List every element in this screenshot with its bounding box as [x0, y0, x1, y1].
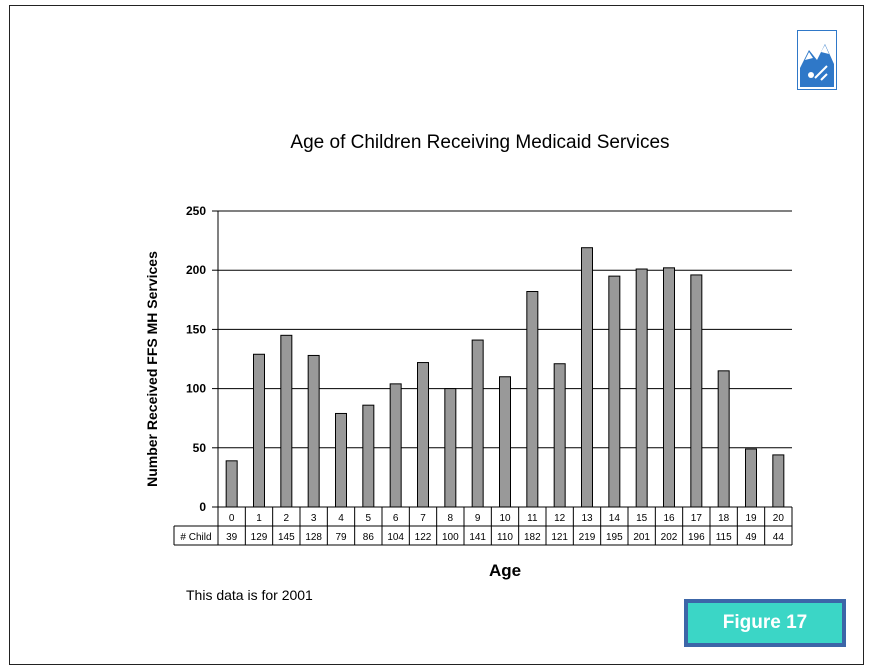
y-tick-label: 200 — [186, 263, 206, 277]
bar — [389, 383, 402, 508]
data-label: 39 — [226, 532, 238, 543]
x-tick-label: 19 — [745, 513, 757, 524]
chart-title: Age of Children Receiving Medicaid Servi… — [290, 132, 670, 153]
x-tick-label: 3 — [311, 513, 317, 524]
data-label: 100 — [442, 532, 459, 543]
x-tick-label: 17 — [691, 513, 703, 524]
data-label: 110 — [497, 532, 513, 543]
data-label: 104 — [387, 532, 404, 543]
x-axis-title: Age — [489, 561, 521, 580]
x-tick-label: 13 — [581, 513, 593, 524]
x-tick-label: 11 — [527, 513, 538, 524]
x-tick-label: 2 — [284, 513, 290, 524]
x-tick-label: 6 — [393, 513, 399, 524]
y-tick-label: 250 — [186, 204, 206, 218]
bar — [225, 460, 238, 508]
data-label: 122 — [415, 532, 432, 543]
bar — [362, 404, 375, 508]
x-tick-label: 9 — [475, 513, 481, 524]
x-tick-label: 5 — [366, 513, 372, 524]
data-label: 145 — [278, 532, 295, 543]
data-label: 196 — [688, 532, 705, 543]
data-label: 115 — [716, 532, 732, 543]
figure-label-badge: Figure 17 — [684, 599, 846, 647]
x-tick-label: 4 — [338, 513, 344, 524]
data-label: 44 — [773, 532, 785, 543]
y-tick-label: 150 — [186, 322, 206, 336]
slide-frame — [9, 5, 864, 665]
data-label: 79 — [335, 532, 347, 543]
bar — [581, 247, 593, 508]
bar — [608, 275, 621, 508]
bar — [717, 370, 730, 508]
data-label: 201 — [633, 532, 650, 543]
data-label: 49 — [745, 532, 757, 543]
y-tick-label: 50 — [193, 441, 207, 455]
data-label: 141 — [469, 532, 486, 543]
data-label: 202 — [661, 532, 678, 543]
bar — [772, 454, 785, 508]
bar — [663, 267, 675, 508]
bar — [253, 353, 265, 508]
y-tick-label: 100 — [186, 382, 206, 396]
bar — [553, 363, 566, 508]
bar — [280, 334, 293, 508]
x-tick-label: 10 — [499, 513, 511, 524]
data-label: 195 — [606, 532, 623, 543]
x-tick-label: 18 — [718, 513, 730, 524]
x-tick-label: 7 — [420, 513, 426, 524]
y-axis-title: Number Received FFS MH Services — [144, 251, 160, 487]
x-tick-label: 15 — [636, 513, 648, 524]
bar — [745, 448, 757, 508]
data-label: 86 — [363, 532, 375, 543]
data-label: 182 — [524, 532, 541, 543]
x-tick-label: 14 — [609, 513, 621, 524]
x-tick-label: 0 — [229, 513, 235, 524]
x-tick-label: 1 — [256, 513, 262, 524]
x-tick-label: 12 — [554, 513, 566, 524]
bar — [471, 339, 484, 508]
bar — [417, 362, 429, 508]
bar — [335, 412, 347, 508]
x-tick-label: 8 — [448, 513, 454, 524]
data-label: 219 — [579, 532, 596, 543]
x-tick-label: 20 — [773, 513, 785, 524]
bar — [444, 388, 457, 508]
data-year-note: This data is for 2001 — [186, 587, 313, 603]
table-row-label: # Child — [180, 532, 211, 543]
bar — [690, 274, 703, 508]
y-tick-label: 0 — [199, 500, 206, 514]
mountain-logo-icon — [797, 30, 837, 90]
bar — [526, 291, 539, 508]
bar — [635, 268, 648, 508]
data-label: 128 — [305, 532, 322, 543]
bar — [499, 376, 511, 508]
x-tick-label: 16 — [663, 513, 675, 524]
data-label: 129 — [251, 532, 268, 543]
bar — [307, 354, 320, 508]
data-label: 121 — [551, 532, 568, 543]
